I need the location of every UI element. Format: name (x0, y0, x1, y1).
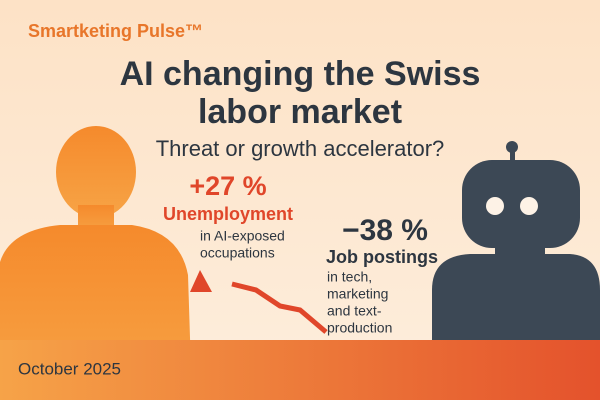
headline: labor market (198, 93, 402, 131)
stat-label: Job postings (326, 247, 438, 267)
stat-description: marketing (327, 286, 388, 302)
robot-silhouette (432, 141, 600, 345)
stat-label: Unemployment (163, 204, 293, 224)
stat-description: in tech, (327, 269, 372, 285)
down-trend-line (231, 281, 328, 334)
footer-band (0, 340, 600, 400)
subtitle: Threat or growth accelerator? (156, 136, 445, 161)
date: October 2025 (18, 359, 121, 378)
stat-description: production (327, 320, 392, 336)
up-arrow (190, 270, 212, 292)
stat-description: and text- (327, 303, 382, 319)
stat-description: in AI-exposed (200, 228, 285, 244)
stat-figure: −38 % (342, 214, 428, 247)
stat-description: occupations (200, 245, 275, 261)
brand: Smartketing Pulse™ (28, 21, 203, 41)
headline: AI changing the Swiss (120, 55, 481, 93)
stat-figure: +27 % (189, 171, 266, 201)
